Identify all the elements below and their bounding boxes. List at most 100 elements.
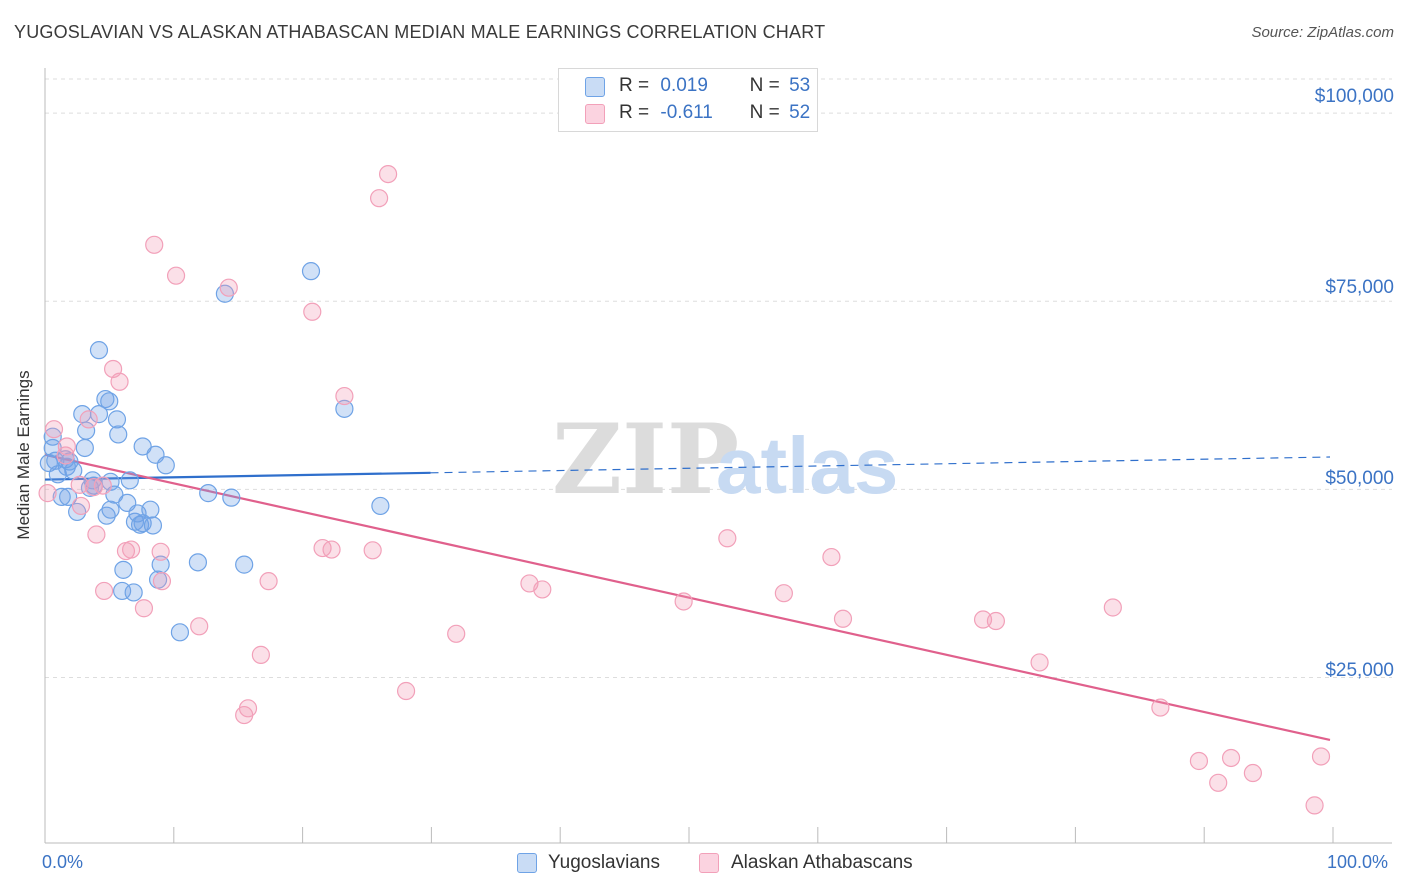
alaskan-athabascan-point <box>1189 751 1209 771</box>
alaskan-athabascan-point <box>1221 748 1241 768</box>
alaskan-athabascan-point <box>151 542 170 561</box>
alaskan-athabascan-point <box>1030 653 1049 672</box>
alaskan-athabascan-point <box>259 572 278 591</box>
alaskan-athabascan-point <box>145 235 164 254</box>
alaskan-athabascan-point <box>219 278 238 297</box>
alaskan-athabascan-point <box>57 437 76 456</box>
alaskan-athabascan-point <box>447 624 466 643</box>
yugoslavian-point <box>109 425 128 444</box>
yugoslavian-point <box>235 555 254 574</box>
legend-r-label: R = <box>619 102 650 123</box>
yugoslavian-point <box>107 410 127 429</box>
alaskan-athabascan-point <box>190 617 209 636</box>
watermark-zip: ZIP <box>552 403 739 516</box>
yugoslavian-point <box>89 405 109 424</box>
alaskan-athabascan-point <box>71 496 91 516</box>
legend-swatch-blue <box>585 77 605 97</box>
alaskan-athabascan-point <box>70 475 89 494</box>
y-tick-label: $75,000 <box>1325 277 1394 298</box>
data-points <box>38 164 1331 815</box>
alaskan-athabascan-point <box>93 476 112 495</box>
yugoslavian-point <box>143 516 163 535</box>
yugoslavian-point <box>141 500 160 519</box>
yugoslavian-point <box>120 471 139 490</box>
alaskan-athabascan-point <box>313 538 332 558</box>
alaskan-athabascan-point <box>38 484 57 503</box>
yugoslavian-point <box>199 484 218 503</box>
bottom-legend-yugoslavians: Yugoslavians <box>548 852 660 873</box>
alaskan-athabascan-point <box>1103 598 1122 617</box>
alaskan-athabascan-point <box>87 525 106 544</box>
alaskan-athabascan-point <box>370 189 389 208</box>
legend-r-value: 0.019 <box>660 75 708 96</box>
trend-lines <box>44 453 1331 741</box>
alaskan-athabascan-point <box>1243 763 1263 783</box>
legend-r-label: R = <box>619 75 650 96</box>
yugoslavian-point <box>156 456 175 475</box>
alaskan-athabascan-point <box>986 611 1006 631</box>
yugoslavian-point <box>52 487 71 506</box>
trend-line-extension <box>430 456 1331 474</box>
yugoslavian-point <box>335 399 354 418</box>
yugoslavian-point <box>75 438 94 458</box>
yugoslavian-point <box>77 421 96 440</box>
alaskan-athabascan-point <box>674 592 693 611</box>
legend-n-value: 53 <box>789 75 811 96</box>
yugoslavian-point <box>133 437 152 456</box>
yugoslavian-point <box>89 341 109 360</box>
alaskan-athabascan-point <box>95 581 114 601</box>
alaskan-athabascan-point <box>1305 796 1324 815</box>
alaskan-athabascan-point <box>363 541 382 560</box>
yugoslavian-point <box>170 623 190 642</box>
alaskan-athabascan-point <box>110 372 129 391</box>
alaskan-athabascan-point <box>166 266 186 285</box>
legend-n-label: N = <box>749 102 780 123</box>
legend-n-label: N = <box>749 75 780 96</box>
yugoslavian-point <box>222 488 241 507</box>
alaskan-athabascan-point <box>718 529 737 548</box>
alaskan-athabascan-point <box>303 302 322 321</box>
alaskan-athabascan-point <box>251 645 270 664</box>
bottom-legend-swatch-blue <box>517 853 537 873</box>
x-tick-label-min: 0.0% <box>42 852 84 872</box>
alaskan-athabascan-point <box>774 584 793 603</box>
gridlines <box>45 78 1392 678</box>
alaskan-athabascan-point <box>335 386 354 406</box>
yugoslavian-point <box>101 500 120 519</box>
alaskan-athabascan-point <box>121 540 141 559</box>
chart-title: YUGOSLAVIAN VS ALASKAN ATHABASCAN MEDIAN… <box>14 22 826 42</box>
trend-line-alaskan-athabascans <box>44 453 1331 741</box>
alaskan-athabascan-point <box>396 681 416 701</box>
alaskan-athabascan-point <box>84 478 103 497</box>
alaskan-athabascan-point <box>533 580 552 599</box>
x-tick-label-max: 100.0% <box>1327 852 1389 872</box>
alaskan-athabascan-point <box>1209 773 1228 792</box>
alaskan-athabascan-point <box>822 547 841 567</box>
alaskan-athabascan-point <box>134 599 154 618</box>
alaskan-athabascan-point <box>238 699 258 718</box>
correlation-legend: R = 0.019 N = 53 R = -0.611 N = 52 <box>558 68 818 132</box>
bottom-legend-alaskan-athabascans: Alaskan Athabascans <box>731 852 913 873</box>
alaskan-athabascan-point <box>322 540 341 559</box>
bottom-legend-swatch-pink <box>699 853 719 873</box>
alaskan-athabascan-point <box>152 572 172 591</box>
yugoslavian-point <box>59 487 78 506</box>
alaskan-athabascan-point <box>833 609 853 628</box>
alaskan-athabascan-point <box>1151 698 1170 717</box>
yugoslavian-point <box>100 392 119 411</box>
chart-source: Source: ZipAtlas.com <box>1251 24 1394 41</box>
trend-line-yugoslavians <box>44 471 431 481</box>
legend-row-yugoslavians: R = 0.019 N = 53 <box>619 75 810 99</box>
yugoslavian-point <box>43 427 62 446</box>
alaskan-athabascan-point <box>378 164 398 184</box>
yugoslavian-point <box>112 581 132 601</box>
y-tick-label: $100,000 <box>1314 86 1394 107</box>
legend-row-alaskan-athabascans: R = -0.611 N = 52 <box>619 102 810 126</box>
yugoslavian-point <box>124 583 143 602</box>
alaskan-athabascan-point <box>56 446 75 465</box>
yugoslavian-point <box>371 496 390 516</box>
yugoslavian-point <box>301 262 321 281</box>
alaskan-athabascan-point <box>79 410 98 429</box>
yugoslavian-point <box>114 560 133 579</box>
